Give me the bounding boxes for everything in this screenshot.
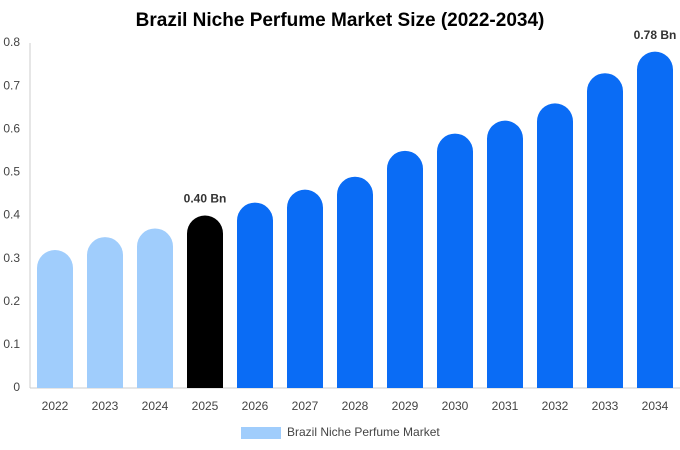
x-tick-label: 2024	[142, 399, 169, 413]
bar	[487, 120, 523, 388]
legend-label: Brazil Niche Perfume Market	[287, 425, 440, 439]
bar	[187, 215, 223, 388]
x-tick-label: 2034	[642, 399, 669, 413]
bar	[87, 237, 123, 388]
bar	[637, 51, 673, 388]
y-tick-label: 0.2	[3, 294, 20, 308]
y-tick-label: 0.5	[3, 165, 20, 179]
bar	[237, 202, 273, 388]
x-tick-label: 2027	[292, 399, 319, 413]
y-tick-label: 0.6	[3, 121, 20, 135]
bar	[587, 73, 623, 388]
bar	[437, 133, 473, 388]
x-tick-label: 2031	[492, 399, 519, 413]
x-tick-label: 2025	[192, 399, 219, 413]
y-tick-label: 0.1	[3, 337, 20, 351]
bar	[537, 103, 573, 389]
y-tick-label: 0	[13, 380, 20, 394]
y-tick-label: 0.7	[3, 78, 20, 92]
value-label: 0.78 Bn	[634, 28, 677, 42]
bar	[387, 150, 423, 388]
value-label: 0.40 Bn	[184, 192, 227, 206]
x-tick-label: 2033	[592, 399, 619, 413]
x-tick-label: 2030	[442, 399, 469, 413]
x-tick-label: 2029	[392, 399, 419, 413]
bar	[137, 228, 173, 388]
bar	[37, 250, 73, 388]
x-tick-label: 2028	[342, 399, 369, 413]
bar	[287, 189, 323, 388]
x-tick-label: 2032	[542, 399, 569, 413]
y-tick-label: 0.3	[3, 251, 20, 265]
legend-swatch	[241, 427, 281, 439]
x-tick-label: 2026	[242, 399, 269, 413]
bar	[337, 176, 373, 388]
chart-title: Brazil Niche Perfume Market Size (2022-2…	[136, 10, 545, 31]
x-tick-label: 2023	[92, 399, 119, 413]
x-tick-label: 2022	[42, 399, 69, 413]
y-tick-label: 0.4	[3, 208, 20, 222]
y-tick-label: 0.8	[3, 35, 20, 49]
